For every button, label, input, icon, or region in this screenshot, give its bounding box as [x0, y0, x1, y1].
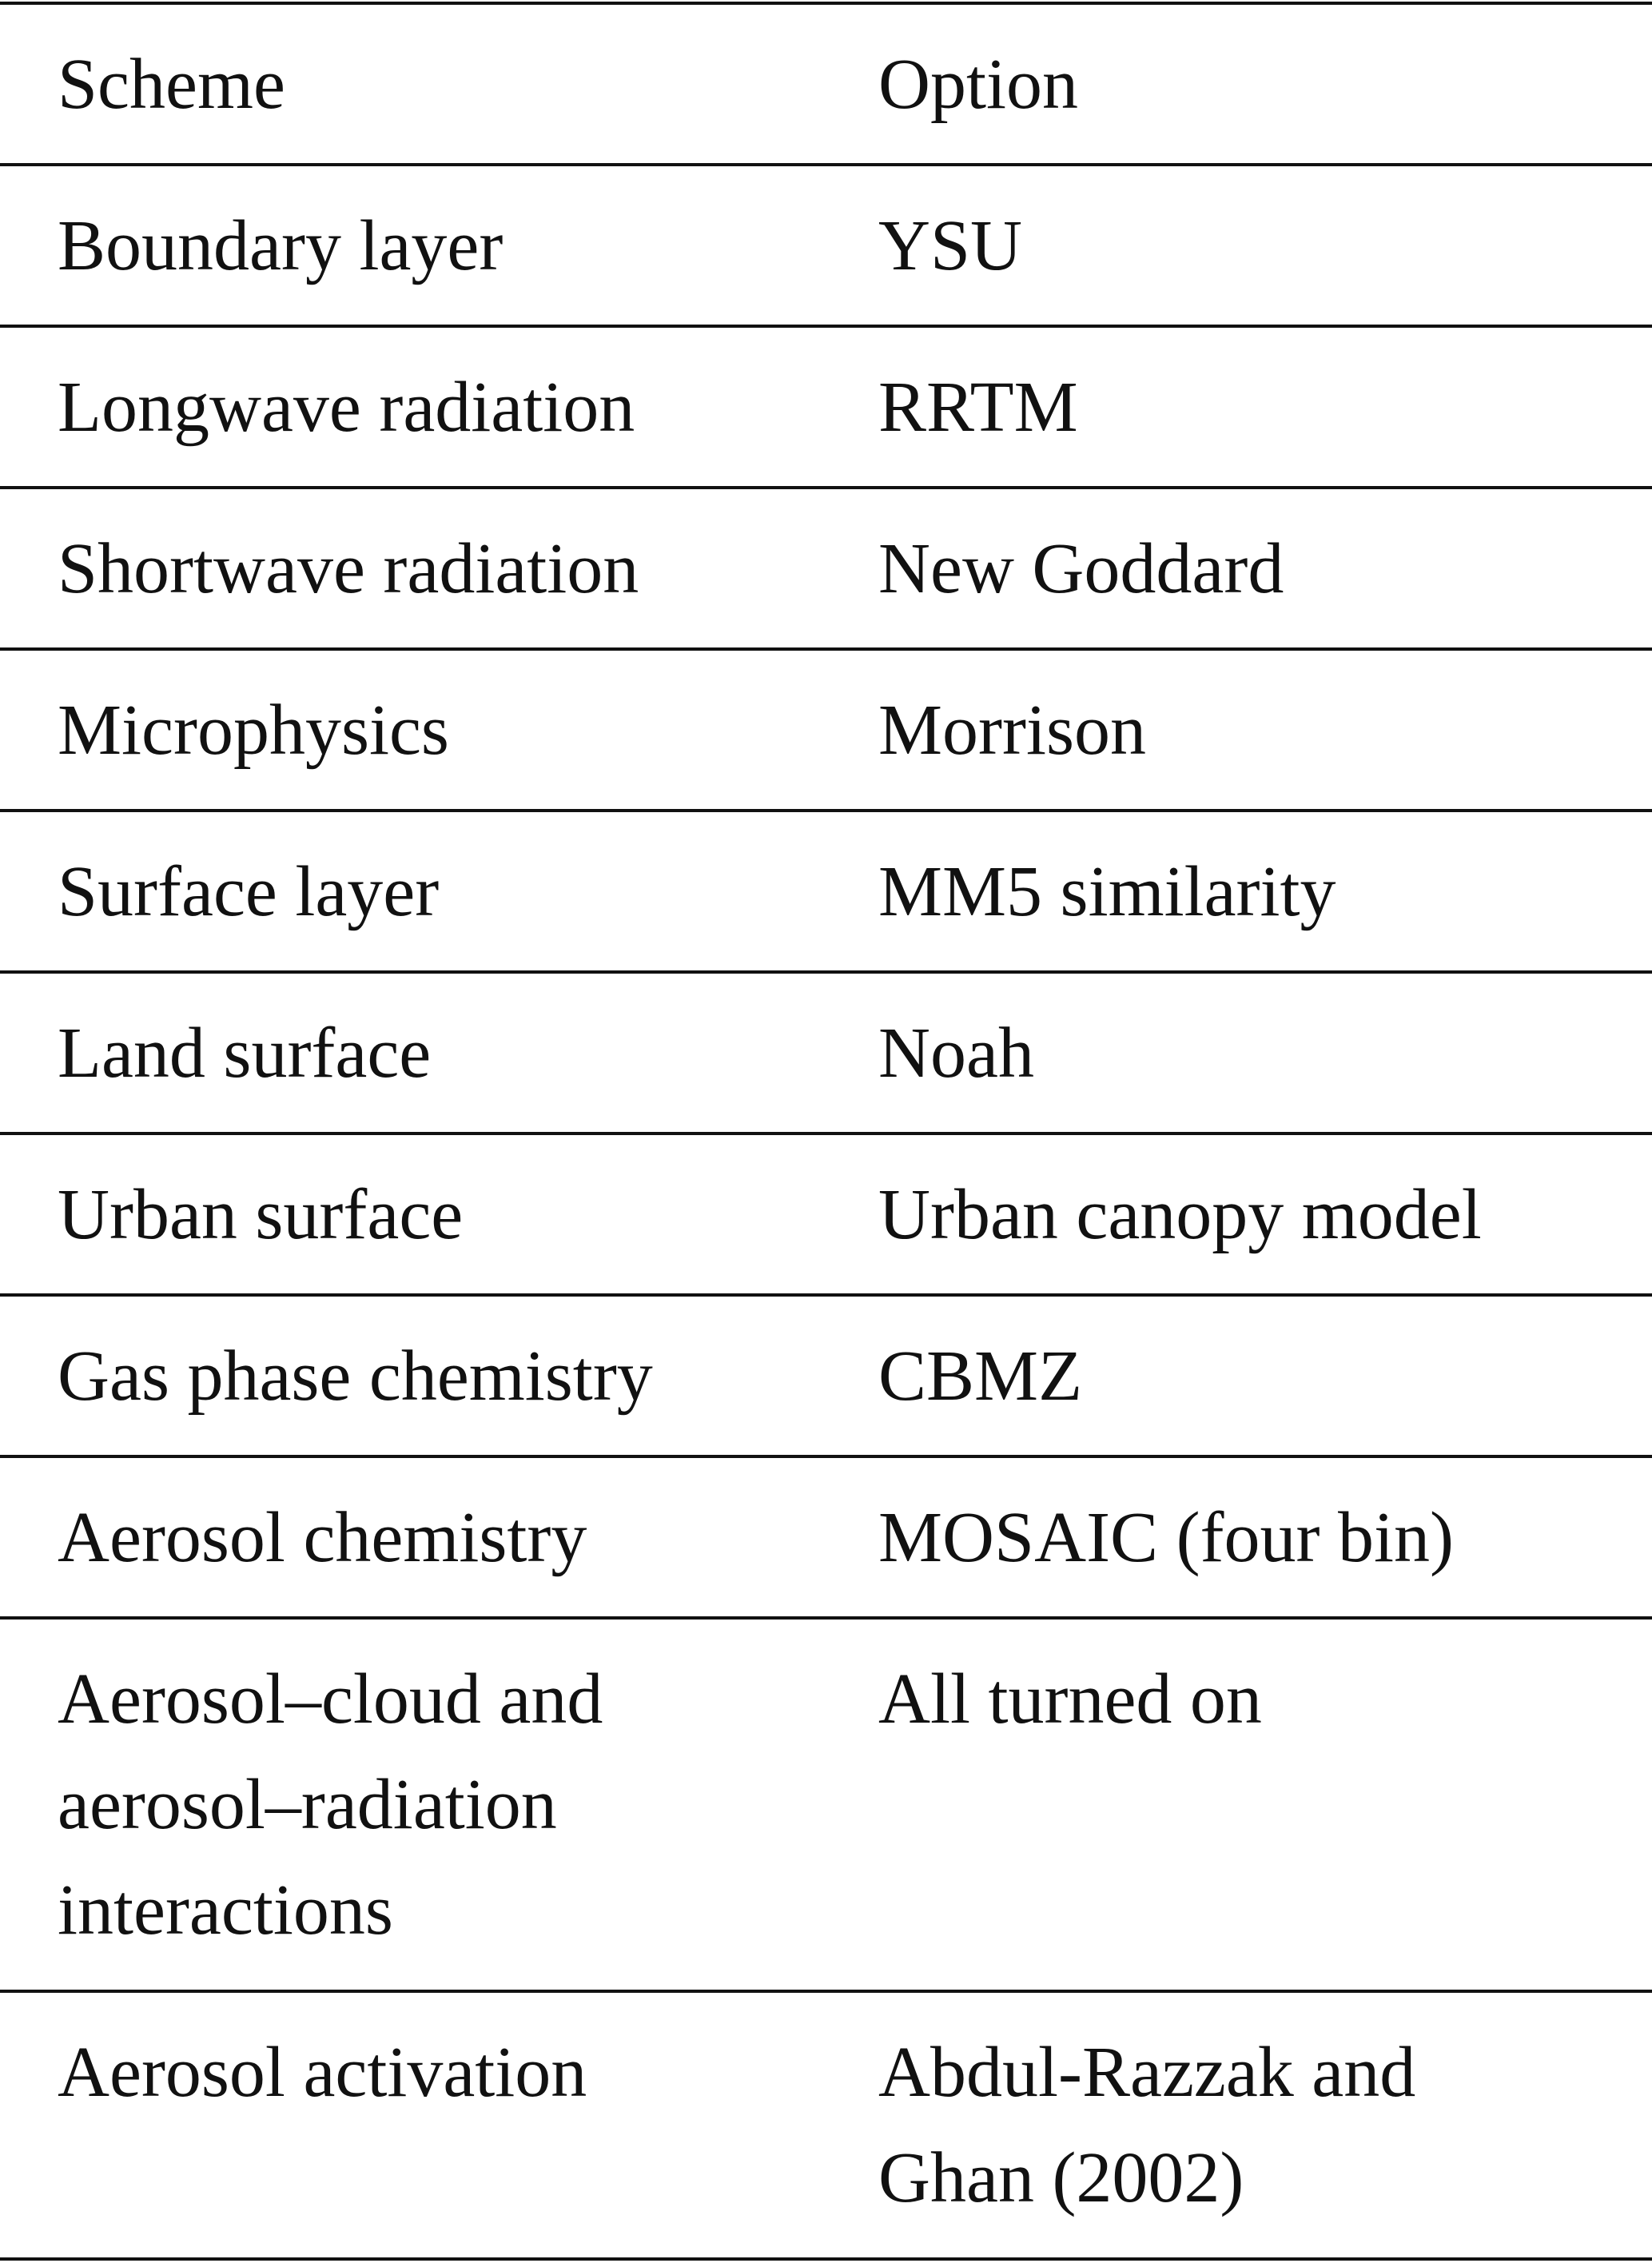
table-cell: Scheme	[58, 45, 285, 124]
table-row: Microphysics Morrison	[0, 651, 1652, 812]
table-row: Longwave radiation RRTM	[0, 328, 1652, 489]
header-row: Scheme Option	[0, 5, 1652, 166]
cell-line: Ghan (2002)	[878, 2138, 1244, 2217]
table-cell: MOSAIC (four bin)	[878, 1498, 1454, 1577]
table-cell: MM5 similarity	[878, 852, 1336, 931]
table-cell: Aerosol chemistry	[58, 1498, 587, 1577]
table-row: Boundary layer YSU	[0, 166, 1652, 328]
table-cell: Aerosol–cloud and aerosol–radiation intera…	[58, 1647, 603, 1963]
table-row: Shortwave radiation New Goddard	[0, 489, 1652, 651]
table-row: Aerosol–cloud and aerosol–radiation intera…	[0, 1620, 1652, 1993]
table-cell: Aerosol activation	[58, 2033, 587, 2112]
table-cell: RRTM	[878, 368, 1078, 447]
table-cell: Land surface	[58, 1014, 432, 1093]
table-cell: Urban surface	[58, 1175, 464, 1254]
table-row: Gas phase chemistry CBMZ	[0, 1297, 1652, 1458]
table-cell: Shortwave radiation	[58, 529, 639, 608]
table-cell: Morrison	[878, 691, 1146, 770]
table-cell: Gas phase chemistry	[58, 1337, 653, 1416]
cell-line: Aerosol–cloud and	[58, 1659, 603, 1739]
table-row: Aerosol chemistry MOSAIC (four bin)	[0, 1458, 1652, 1620]
table-cell: Boundary layer	[58, 206, 504, 285]
table-cell: Noah	[878, 1014, 1034, 1093]
table-cell: All turned on	[878, 1659, 1262, 1739]
cell-line: aerosol–radiation	[58, 1765, 557, 1844]
table-cell: Abdul-Razzak and Ghan (2002)	[878, 2020, 1415, 2231]
table-cell: Surface layer	[58, 852, 440, 931]
table-row: Aerosol activation Abdul-Razzak and Ghan (…	[0, 1993, 1652, 2261]
table-cell: YSU	[878, 206, 1023, 285]
table-cell: Urban canopy model	[878, 1175, 1482, 1254]
cell-line: interactions	[58, 1871, 393, 1950]
table-cell: Option	[878, 45, 1079, 124]
table-cell: Microphysics	[58, 691, 449, 770]
table-cell: Longwave radiation	[58, 368, 635, 447]
cell-line: Abdul-Razzak and	[878, 2033, 1416, 2112]
table-row: Land surface Noah	[0, 974, 1652, 1135]
table-row: Urban surface Urban canopy model	[0, 1135, 1652, 1297]
table-cell: New Goddard	[878, 529, 1284, 608]
table-row: Surface layer MM5 similarity	[0, 812, 1652, 974]
table-cell: CBMZ	[878, 1337, 1083, 1416]
